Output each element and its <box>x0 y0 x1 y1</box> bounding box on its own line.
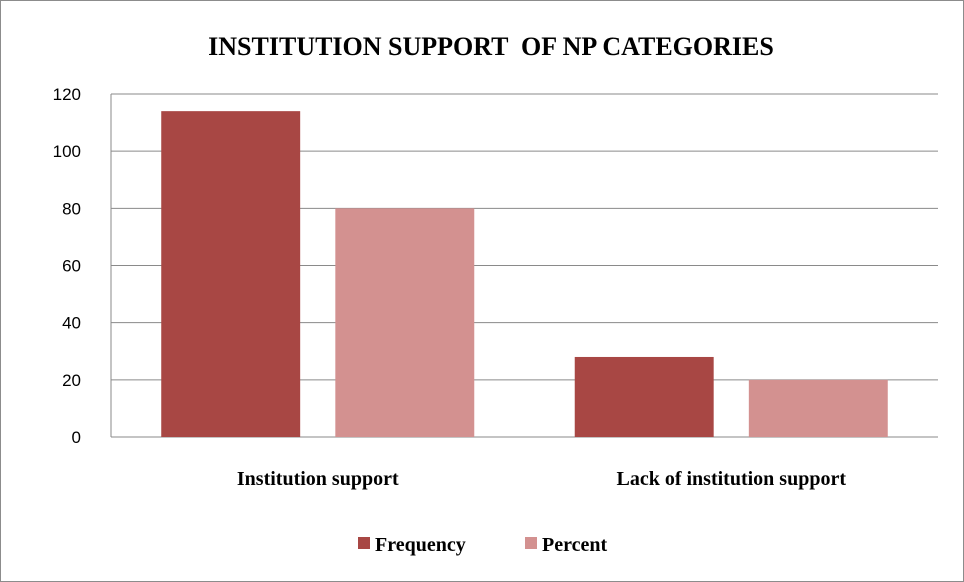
y-tick-label: 120 <box>53 85 81 104</box>
bar-percent-0 <box>335 208 475 437</box>
y-axis-ticks: 0 20 40 60 80 100 120 <box>53 85 81 447</box>
y-tick-label: 0 <box>72 428 81 447</box>
bar-frequency-0 <box>161 111 301 438</box>
legend-label-frequency: Frequency <box>375 534 466 556</box>
legend-label-percent: Percent <box>542 534 607 556</box>
y-tick-label: 20 <box>62 371 81 390</box>
y-tick-label: 40 <box>62 314 81 333</box>
legend-swatch-frequency <box>358 537 370 549</box>
y-tick-label: 60 <box>62 257 81 276</box>
x-category-label: Institution support <box>237 468 399 490</box>
legend-swatch-percent <box>525 537 537 549</box>
x-category-label: Lack of institution support <box>617 468 847 490</box>
y-tick-label: 100 <box>53 142 81 161</box>
bars <box>161 111 888 438</box>
bar-percent-1 <box>748 379 888 437</box>
x-axis-labels: Institution support Lack of institution s… <box>237 468 846 490</box>
bar-frequency-1 <box>574 356 714 437</box>
chart-title: INSTITUTION SUPPORT OF NP CATEGORIES <box>208 32 774 61</box>
y-tick-label: 80 <box>62 199 81 218</box>
legend: Frequency Percent <box>358 534 607 556</box>
